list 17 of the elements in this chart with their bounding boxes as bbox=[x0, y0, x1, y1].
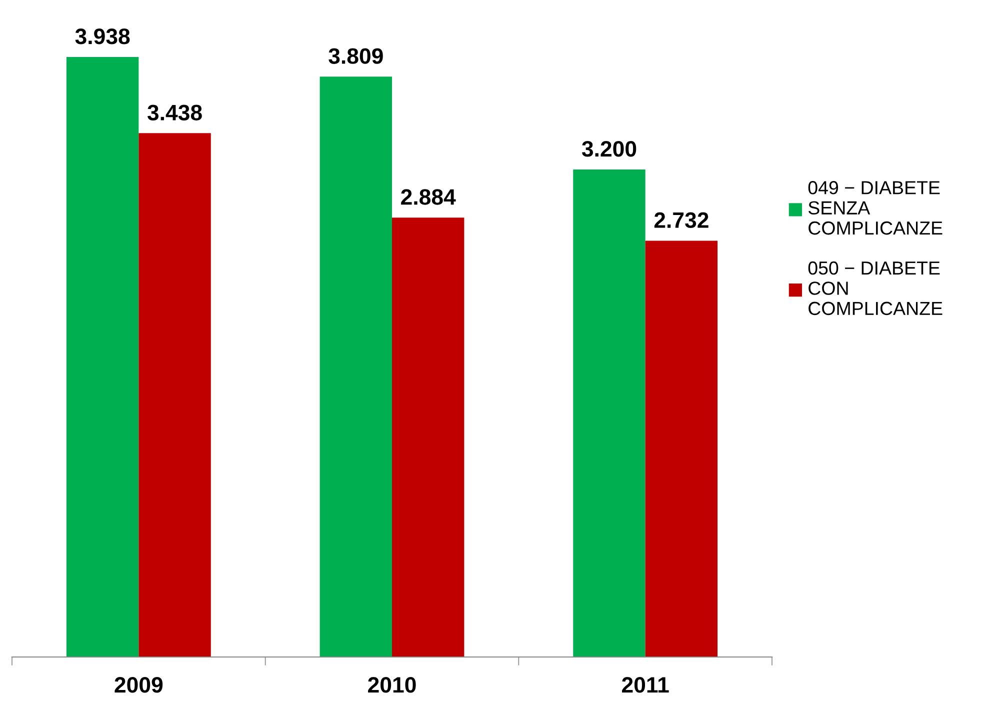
bar bbox=[392, 218, 464, 657]
data-label: 3.438 bbox=[147, 104, 202, 120]
bar bbox=[138, 133, 211, 657]
data-label: 2.732 bbox=[654, 212, 708, 228]
bar bbox=[66, 57, 139, 657]
data-label: 2.884 bbox=[401, 189, 456, 205]
bar bbox=[645, 240, 718, 657]
data-label: 3.809 bbox=[328, 48, 383, 64]
legend-label: 050 − DIABETE CON COMPLICANZE bbox=[808, 261, 942, 316]
bar bbox=[320, 76, 392, 657]
x-tick-label: 2011 bbox=[622, 677, 669, 693]
bar bbox=[573, 169, 646, 657]
x-tick-label: 2010 bbox=[368, 677, 416, 693]
data-label: 3.938 bbox=[75, 28, 130, 44]
legend-label: 049 − DIABETE SENZA COMPLICANZE bbox=[808, 181, 942, 235]
data-label: 3.200 bbox=[582, 140, 636, 157]
x-tick-label: 2009 bbox=[114, 677, 163, 693]
